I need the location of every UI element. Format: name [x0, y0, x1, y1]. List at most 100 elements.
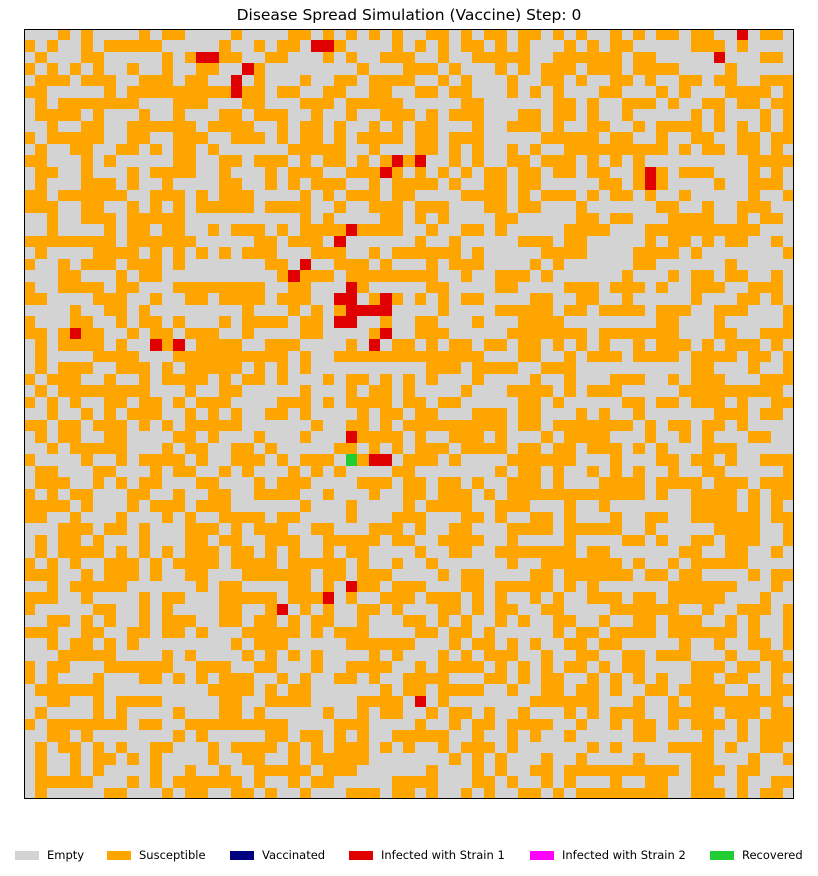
cell-susceptible	[219, 673, 231, 684]
cell-susceptible	[346, 259, 357, 270]
cell-susceptible	[35, 75, 47, 86]
cell-susceptible	[748, 144, 760, 155]
cell-susceptible	[714, 489, 725, 500]
cell-susceptible	[104, 604, 116, 615]
cell-susceptible	[656, 454, 668, 466]
cell-susceptible	[81, 75, 93, 86]
cell-susceptible	[403, 270, 415, 282]
cell-susceptible	[104, 719, 116, 730]
cell-susceptible	[300, 236, 311, 247]
cell-susceptible	[70, 374, 81, 385]
cell-susceptible	[392, 696, 403, 707]
cell-susceptible	[208, 328, 219, 339]
cell-susceptible	[564, 190, 576, 201]
cell-susceptible	[737, 339, 748, 351]
cell-susceptible	[139, 236, 150, 247]
cell-susceptible	[472, 40, 484, 52]
cell-susceptible	[748, 351, 760, 362]
cell-susceptible	[116, 742, 127, 753]
cell-susceptible	[472, 98, 484, 109]
cell-susceptible	[242, 98, 254, 109]
cell-susceptible	[116, 569, 127, 581]
cell-susceptible	[300, 351, 311, 362]
cell-susceptible	[47, 569, 58, 581]
cell-susceptible	[599, 443, 610, 454]
cell-susceptible	[691, 696, 702, 707]
cell-susceptible	[357, 742, 369, 753]
cell-susceptible	[104, 638, 116, 650]
cell-susceptible	[47, 109, 58, 121]
cell-susceptible	[196, 351, 208, 362]
cell-susceptible	[104, 581, 116, 592]
cell-susceptible	[461, 546, 472, 558]
cell-susceptible	[507, 75, 518, 86]
cell-susceptible	[47, 121, 58, 132]
cell-susceptible	[449, 454, 461, 466]
cell-susceptible	[507, 684, 518, 696]
cell-susceptible	[185, 776, 196, 788]
cell-susceptible	[495, 40, 507, 52]
cell-susceptible	[771, 167, 783, 178]
cell-susceptible	[150, 236, 162, 247]
cell-susceptible	[415, 512, 426, 523]
cell-susceptible	[656, 132, 668, 144]
cell-susceptible	[300, 477, 311, 489]
cell-susceptible	[679, 581, 691, 592]
cell-susceptible	[231, 121, 242, 132]
cell-susceptible	[587, 765, 599, 776]
cell-susceptible	[185, 155, 196, 167]
legend-swatch-infected-strain-2	[530, 850, 554, 860]
cell-susceptible	[150, 40, 162, 52]
cell-susceptible	[311, 523, 323, 535]
cell-susceptible	[334, 155, 346, 167]
cell-susceptible	[610, 190, 622, 201]
cell-susceptible	[242, 443, 254, 454]
cell-susceptible	[507, 489, 518, 500]
cell-susceptible	[748, 615, 760, 627]
cell-susceptible	[714, 558, 725, 569]
cell-susceptible	[357, 477, 369, 489]
cell-susceptible	[714, 109, 725, 121]
cell-susceptible	[277, 454, 288, 466]
cell-susceptible	[553, 477, 564, 489]
cell-susceptible	[300, 696, 311, 707]
cell-susceptible	[438, 397, 449, 408]
cell-susceptible	[357, 408, 369, 420]
cell-susceptible	[288, 627, 300, 638]
cell-susceptible	[783, 753, 794, 765]
cell-susceptible	[495, 753, 507, 765]
cell-susceptible	[564, 535, 576, 546]
cell-susceptible	[369, 121, 380, 132]
cell-susceptible	[553, 190, 564, 201]
cell-susceptible	[162, 592, 173, 604]
cell-susceptible	[300, 558, 311, 569]
cell-susceptible	[426, 224, 438, 236]
cell-susceptible	[541, 765, 553, 776]
cell-susceptible	[35, 109, 47, 121]
cell-susceptible	[748, 167, 760, 178]
cell-susceptible	[415, 121, 426, 132]
cell-susceptible	[633, 753, 645, 765]
cell-susceptible	[139, 305, 150, 316]
cell-susceptible	[185, 546, 196, 558]
cell-susceptible	[208, 719, 219, 730]
cell-susceptible	[415, 201, 426, 213]
cell-susceptible	[668, 604, 679, 615]
cell-susceptible	[633, 259, 645, 270]
cell-susceptible	[633, 351, 645, 362]
cell-susceptible	[725, 546, 737, 558]
cell-susceptible	[403, 489, 415, 500]
cell-susceptible	[254, 351, 265, 362]
cell-susceptible	[196, 477, 208, 489]
cell-susceptible	[576, 236, 587, 247]
cell-susceptible	[116, 523, 127, 535]
cell-susceptible	[564, 581, 576, 592]
cell-susceptible	[185, 385, 196, 397]
cell-susceptible	[668, 351, 679, 362]
cell-susceptible	[426, 788, 438, 799]
cell-susceptible	[564, 247, 576, 259]
cell-susceptible	[403, 512, 415, 523]
cell-susceptible	[714, 523, 725, 535]
cell-susceptible	[403, 673, 415, 684]
cell-susceptible	[668, 224, 679, 236]
